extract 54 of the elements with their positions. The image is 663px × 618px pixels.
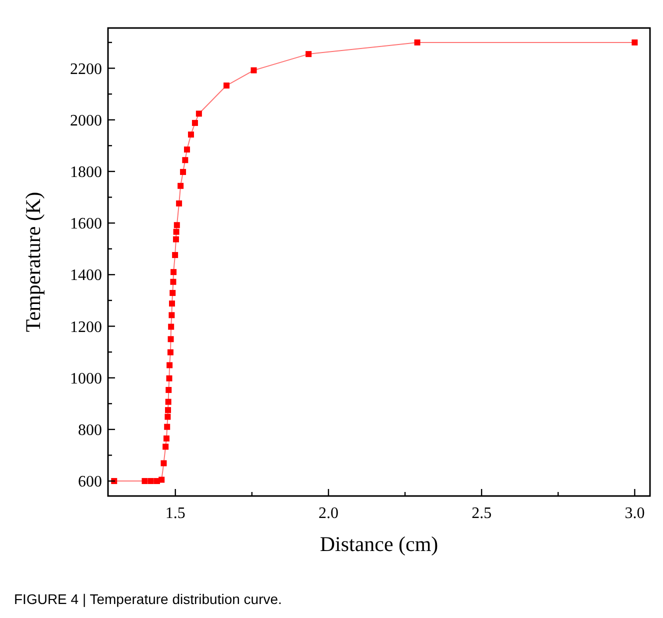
point: [176, 200, 182, 206]
point: [172, 252, 178, 258]
point: [174, 222, 180, 228]
point: [160, 460, 167, 466]
point: [180, 168, 186, 175]
point: [632, 39, 638, 46]
point: [148, 478, 154, 484]
point: [162, 444, 169, 450]
caption: FIGURE 4 | Temperature distribution curve.: [14, 591, 282, 607]
point: [164, 424, 170, 430]
point: [158, 476, 165, 483]
point: [166, 362, 173, 368]
point: [168, 336, 174, 342]
point: [170, 278, 176, 285]
point: [173, 228, 180, 235]
x-tick-label: 2.5: [472, 505, 492, 522]
point: [192, 120, 198, 126]
point: [163, 435, 170, 442]
y-tick-label: 1800: [70, 164, 102, 182]
point: [142, 478, 148, 484]
point: [414, 39, 420, 46]
point: [170, 269, 177, 276]
point: [182, 157, 188, 164]
y-tick-label: 2200: [70, 60, 102, 78]
y-tick-label: 1000: [70, 370, 102, 388]
point: [166, 375, 172, 382]
point: [166, 386, 172, 393]
point: [224, 82, 230, 89]
y-axis-title: Temperature (K): [21, 192, 45, 332]
point: [165, 398, 172, 405]
point: [167, 349, 174, 356]
x-axis-title: Distance (cm): [320, 532, 438, 556]
y-tick-label: 1600: [70, 216, 102, 233]
point: [168, 324, 174, 330]
y-tick-label: 1400: [70, 267, 102, 284]
point: [164, 414, 171, 420]
y-tick-label: 2000: [70, 112, 102, 130]
point: [184, 146, 190, 153]
x-tick-label: 1.5: [165, 505, 186, 522]
y-tick-label: 800: [78, 422, 102, 440]
point: [165, 407, 172, 414]
point: [169, 300, 175, 307]
x-tick-label: 2.0: [318, 505, 338, 522]
point: [196, 110, 202, 117]
point: [172, 236, 179, 242]
y-tick-label: 600: [78, 474, 102, 491]
point: [168, 312, 175, 318]
point: [306, 51, 312, 58]
point: [170, 290, 176, 296]
point: [188, 132, 194, 138]
point: [250, 67, 257, 74]
point: [178, 182, 184, 189]
x-tick-label: 3.0: [624, 505, 645, 522]
y-tick-label: 1200: [70, 318, 102, 336]
